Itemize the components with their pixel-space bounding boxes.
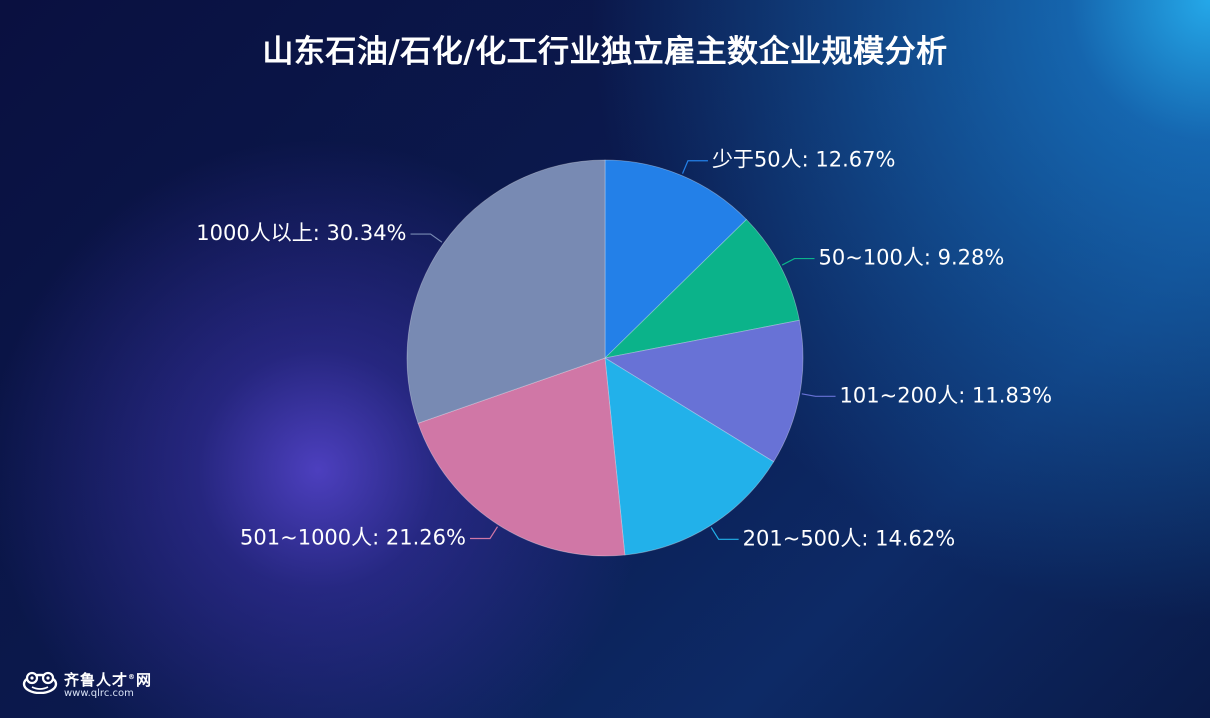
brand-suffix: 网 [136, 671, 153, 689]
leader-line-50-100 [781, 257, 815, 266]
pie-labels: 少于50人: 12.67% 50~100人: 9.28% 101~200人: 11.… [196, 148, 1052, 551]
chart-title: 山东石油/石化/化工行业独立雇主数企业规模分析 [262, 34, 948, 70]
pie-slice-501-1000[interactable] [417, 357, 626, 557]
pie-slices [406, 159, 804, 557]
brand-url: www.qlrc.com [64, 688, 134, 699]
brand-logo[interactable]: 齐鲁人才®网 www.qlrc.com [22, 668, 172, 704]
slice-label-201-500: 201~500人: 14.62% [743, 526, 956, 550]
brand-name: 齐鲁人才®网 [64, 671, 153, 689]
pie-slice-1000[interactable] [406, 159, 606, 424]
frog-logo-icon [22, 671, 58, 694]
slice-label-50: 少于50人: 12.67% [712, 148, 896, 172]
leader-line-50 [681, 160, 708, 174]
slice-label-501-1000: 501~1000人: 21.26% [240, 525, 466, 549]
brand-name-text: 齐鲁人才 [64, 671, 129, 689]
slice-label-1000: 1000人以上: 30.34% [196, 221, 406, 245]
pie-slice-50-100[interactable] [603, 218, 800, 359]
slice-label-101-200: 101~200人: 11.83% [840, 383, 1053, 407]
pie-slice-201-500[interactable] [604, 357, 775, 556]
leader-line-201-500 [710, 527, 739, 540]
slice-label-50-100: 50~100人: 9.28% [819, 246, 1005, 270]
pie-slice-50[interactable] [604, 159, 748, 359]
pie-slice-101-200[interactable] [603, 319, 804, 463]
leader-line-101-200 [801, 393, 836, 397]
leader-line-501-1000 [469, 526, 499, 540]
leader-line-1000 [410, 233, 443, 243]
